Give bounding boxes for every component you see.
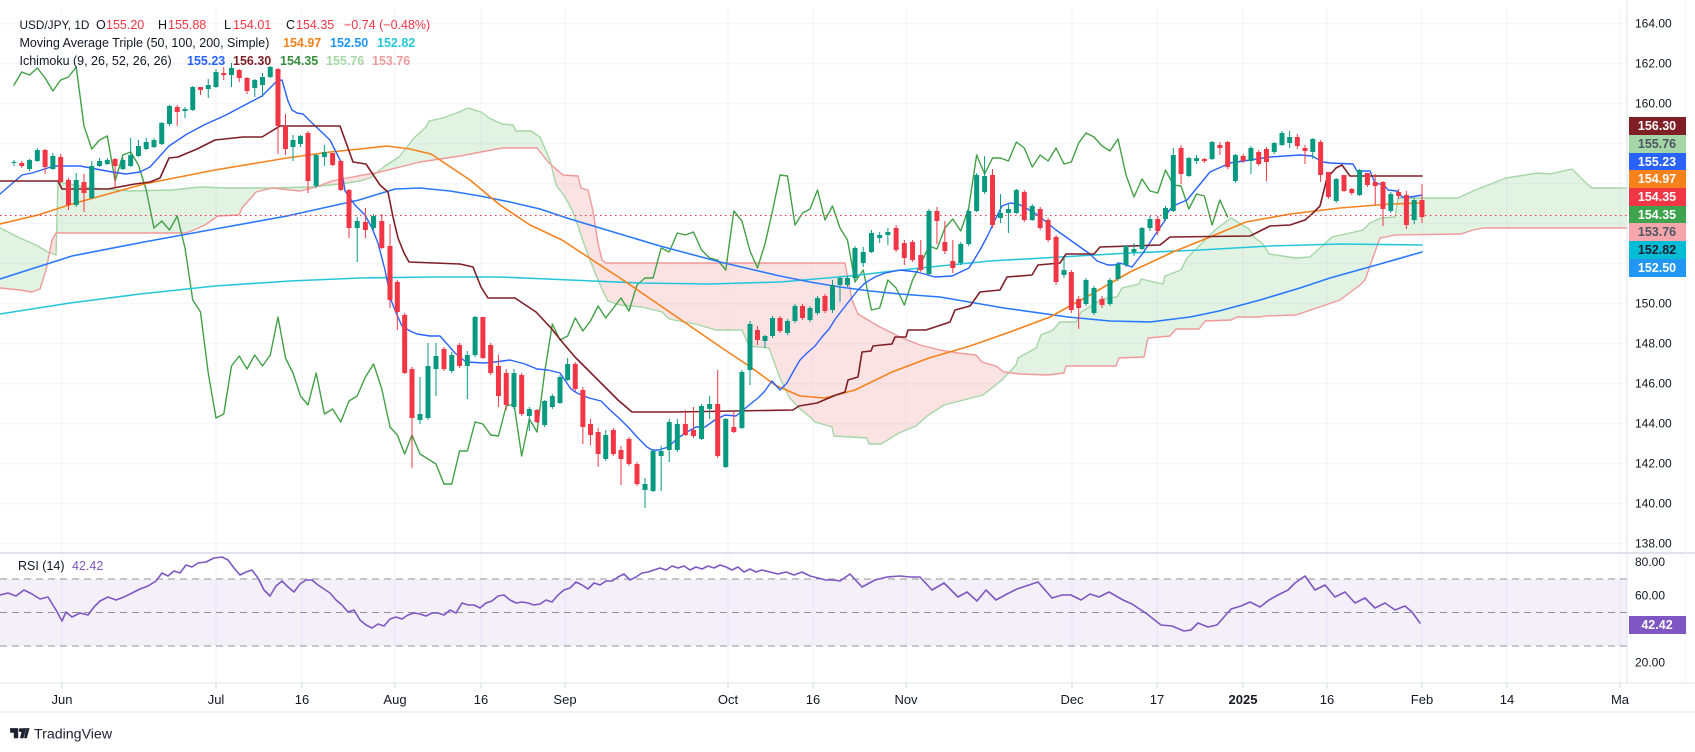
svg-text:154.97: 154.97	[1638, 172, 1676, 186]
svg-text:162.00: 162.00	[1635, 57, 1672, 71]
svg-text:17: 17	[1150, 692, 1164, 707]
svg-text:150.00: 150.00	[1635, 297, 1672, 311]
svg-text:−0.74 (−0.48%): −0.74 (−0.48%)	[344, 18, 430, 32]
svg-text:O: O	[96, 18, 106, 32]
svg-text:16: 16	[295, 692, 309, 707]
svg-text:16: 16	[1320, 692, 1334, 707]
svg-text:Jun: Jun	[52, 692, 73, 707]
svg-text:Ma: Ma	[1611, 692, 1630, 707]
svg-text:Feb: Feb	[1411, 692, 1433, 707]
svg-text:154.35: 154.35	[1638, 190, 1676, 204]
svg-text:RSI (14): RSI (14)	[18, 559, 65, 573]
svg-text:154.35: 154.35	[1638, 208, 1676, 222]
svg-text:155.88: 155.88	[168, 18, 206, 32]
svg-text:14: 14	[1500, 692, 1514, 707]
svg-text:140.00: 140.00	[1635, 497, 1672, 511]
svg-text:144.00: 144.00	[1635, 417, 1672, 431]
svg-text:TradingView: TradingView	[34, 727, 113, 743]
svg-text:Sep: Sep	[553, 692, 576, 707]
svg-text:156.30: 156.30	[1638, 119, 1676, 133]
svg-text:USD/JPY, 1D: USD/JPY, 1D	[20, 18, 90, 32]
svg-text:155.23: 155.23	[1638, 155, 1676, 169]
svg-text:155.76: 155.76	[326, 54, 364, 68]
svg-text:154.97: 154.97	[283, 36, 321, 50]
svg-text:C: C	[286, 18, 295, 32]
svg-text:20.00: 20.00	[1635, 656, 1665, 670]
svg-text:Aug: Aug	[383, 692, 406, 707]
svg-text:60.00: 60.00	[1635, 589, 1665, 603]
svg-text:152.50: 152.50	[330, 36, 368, 50]
svg-text:Nov: Nov	[894, 692, 918, 707]
svg-text:Ichimoku (9, 26, 52, 26, 26): Ichimoku (9, 26, 52, 26, 26)	[20, 54, 172, 68]
svg-text:42.42: 42.42	[1641, 618, 1672, 632]
svg-text:152.50: 152.50	[1638, 261, 1676, 275]
svg-text:H: H	[158, 18, 167, 32]
svg-text:Dec: Dec	[1060, 692, 1084, 707]
svg-text:16: 16	[806, 692, 820, 707]
svg-text:138.00: 138.00	[1635, 537, 1672, 551]
svg-text:Oct: Oct	[718, 692, 739, 707]
svg-text:16: 16	[474, 692, 488, 707]
svg-text:152.82: 152.82	[1638, 243, 1676, 257]
svg-text:148.00: 148.00	[1635, 337, 1672, 351]
svg-text:152.82: 152.82	[377, 36, 415, 50]
svg-text:42.42: 42.42	[72, 559, 103, 573]
svg-text:164.00: 164.00	[1635, 17, 1672, 31]
svg-text:155.76: 155.76	[1638, 137, 1676, 151]
svg-text:160.00: 160.00	[1635, 97, 1672, 111]
svg-text:155.23: 155.23	[187, 54, 225, 68]
svg-text:142.00: 142.00	[1635, 457, 1672, 471]
svg-text:L: L	[224, 18, 231, 32]
svg-text:154.01: 154.01	[233, 18, 271, 32]
svg-text:Jul: Jul	[208, 692, 225, 707]
svg-text:156.30: 156.30	[233, 54, 271, 68]
svg-text:2025: 2025	[1229, 692, 1258, 707]
svg-text:146.00: 146.00	[1635, 377, 1672, 391]
svg-text:154.35: 154.35	[296, 18, 334, 32]
svg-text:154.35: 154.35	[280, 54, 318, 68]
svg-text:80.00: 80.00	[1635, 555, 1665, 569]
svg-text:155.20: 155.20	[106, 18, 144, 32]
svg-text:153.76: 153.76	[1638, 225, 1676, 239]
svg-text:153.76: 153.76	[372, 54, 410, 68]
svg-text:Moving Average Triple (50, 100: Moving Average Triple (50, 100, 200, Sim…	[20, 36, 270, 50]
